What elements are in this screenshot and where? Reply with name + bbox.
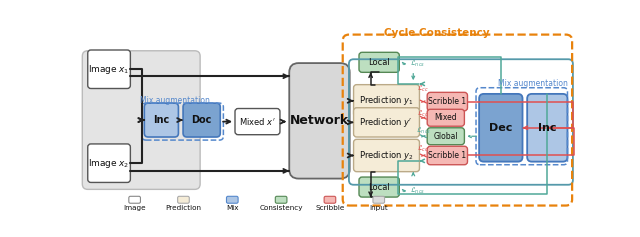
FancyBboxPatch shape: [353, 108, 419, 137]
FancyBboxPatch shape: [275, 196, 287, 203]
FancyBboxPatch shape: [227, 196, 238, 203]
Text: Input: Input: [369, 205, 388, 211]
FancyBboxPatch shape: [359, 177, 399, 197]
Text: Local: Local: [368, 182, 390, 191]
Text: Global: Global: [433, 132, 458, 141]
Text: Local: Local: [368, 58, 390, 67]
FancyBboxPatch shape: [129, 196, 140, 203]
Text: $\mathcal{L}_{ncs}$: $\mathcal{L}_{ncs}$: [416, 126, 431, 136]
FancyBboxPatch shape: [353, 85, 419, 117]
FancyBboxPatch shape: [324, 196, 336, 203]
Text: Image: Image: [124, 205, 146, 211]
Text: $\mathcal{L}_{ncs}$: $\mathcal{L}_{ncs}$: [410, 59, 425, 69]
Text: Inc: Inc: [153, 115, 170, 125]
Text: Doc: Doc: [191, 115, 212, 125]
Text: Mix augmentation: Mix augmentation: [140, 96, 211, 105]
FancyBboxPatch shape: [88, 50, 131, 88]
Text: Cycle Consistency: Cycle Consistency: [384, 28, 490, 38]
FancyBboxPatch shape: [359, 52, 399, 72]
FancyBboxPatch shape: [353, 139, 419, 172]
Text: Scribble: Scribble: [316, 205, 344, 211]
Text: Prediction $y_2$: Prediction $y_2$: [359, 149, 413, 162]
FancyBboxPatch shape: [428, 92, 467, 111]
Text: Scribble 1: Scribble 1: [428, 97, 467, 106]
Text: Scribble 1: Scribble 1: [428, 151, 467, 160]
Text: $\mathcal{L}_{cc}$: $\mathcal{L}_{cc}$: [417, 144, 429, 155]
FancyBboxPatch shape: [183, 103, 220, 137]
Text: Prediction: Prediction: [166, 205, 202, 211]
Text: Inc: Inc: [538, 123, 557, 133]
Text: Prediction $y_1$: Prediction $y_1$: [359, 94, 413, 107]
FancyBboxPatch shape: [145, 103, 179, 137]
FancyBboxPatch shape: [428, 146, 467, 165]
Text: $\mathcal{L}_{cc}$: $\mathcal{L}_{cc}$: [417, 83, 429, 94]
FancyBboxPatch shape: [178, 196, 189, 203]
Text: Mixed: Mixed: [435, 113, 457, 122]
FancyBboxPatch shape: [373, 196, 385, 203]
Text: Dec: Dec: [489, 123, 513, 133]
Text: Image $x_1$: Image $x_1$: [88, 63, 129, 76]
Text: $\mathcal{L}_{ncs}$: $\mathcal{L}_{ncs}$: [410, 186, 425, 196]
FancyBboxPatch shape: [83, 51, 200, 189]
Text: Network: Network: [290, 114, 349, 127]
Text: Mixed $x'$: Mixed $x'$: [239, 116, 276, 127]
Text: Mix: Mix: [226, 205, 239, 211]
FancyBboxPatch shape: [235, 109, 280, 135]
FancyBboxPatch shape: [428, 128, 465, 145]
Text: Mix augmentation: Mix augmentation: [499, 79, 568, 88]
FancyBboxPatch shape: [479, 94, 522, 162]
Text: $\mathcal{L}_{cc}$: $\mathcal{L}_{cc}$: [417, 109, 429, 119]
Text: Consistency: Consistency: [259, 205, 303, 211]
Text: Prediction $y'$: Prediction $y'$: [360, 116, 413, 129]
Text: Image $x_2$: Image $x_2$: [88, 157, 129, 170]
FancyBboxPatch shape: [428, 109, 465, 126]
FancyBboxPatch shape: [289, 63, 349, 179]
FancyBboxPatch shape: [88, 144, 131, 182]
FancyBboxPatch shape: [527, 94, 568, 162]
